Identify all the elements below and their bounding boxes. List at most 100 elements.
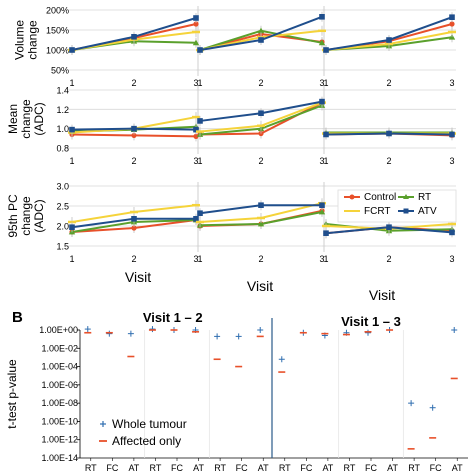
x-tick-label: FC [106, 463, 118, 473]
x-tick-label: 3 [193, 156, 198, 166]
y-tick-label: 150% [46, 26, 69, 36]
y-tick-label: 1.5 [56, 242, 69, 252]
x-tick-label: 2 [258, 254, 263, 264]
legend-box [337, 189, 457, 223]
x-tick-label: RT [85, 463, 97, 473]
x-tick-label: 1 [197, 254, 202, 264]
y-axis-label: (ADC) [32, 199, 46, 232]
y-tick-label: 1.00E-02 [41, 343, 78, 353]
panel-label-b: B [12, 309, 23, 326]
x-tick-label: FC [365, 463, 377, 473]
x-axis-label: Visit [369, 287, 395, 303]
y-tick-label: 1.00E+00 [39, 325, 78, 335]
y-axis-label: 95th PC [6, 194, 20, 238]
data-point-atv [449, 131, 455, 138]
y-axis-label: Mean [6, 104, 20, 134]
data-point-rt [257, 220, 265, 227]
x-tick-label: 3 [449, 78, 454, 88]
data-point-atv [197, 118, 203, 124]
data-point-atv [258, 202, 264, 208]
y-axis-label: change [26, 20, 40, 60]
data-point-atv [131, 34, 137, 40]
data-point-atv [323, 131, 329, 138]
legend-marker [349, 194, 355, 200]
y-tick-label: 1.00E-06 [41, 380, 78, 390]
y-tick-label: 3.0 [56, 182, 69, 192]
x-tick-label: AT [258, 463, 269, 473]
legend-label-affected-only: Affected only [112, 434, 181, 448]
x-tick-label: 1 [69, 156, 74, 166]
data-point-atv [449, 14, 455, 20]
y-tick-label: 1.0 [56, 124, 69, 134]
x-tick-label: RT [408, 463, 420, 473]
data-point-atv [319, 98, 325, 105]
x-axis-label: Visit [247, 278, 273, 294]
data-point-atv [197, 47, 203, 53]
data-point-atv [258, 110, 264, 116]
x-tick-label: 3 [319, 254, 324, 264]
legend-label-control: Control [364, 192, 396, 203]
data-point-atv [193, 216, 199, 222]
y-tick-label: 1.00E-12 [41, 435, 78, 445]
data-point-atv [386, 224, 392, 230]
y-tick-label: 2.0 [56, 222, 69, 232]
data-point-atv [197, 210, 203, 216]
data-point-atv [193, 126, 199, 133]
data-point-rt [192, 39, 200, 46]
data-point-control [449, 21, 455, 27]
data-point-atv [386, 130, 392, 137]
x-tick-label: FC [300, 463, 312, 473]
data-point-control [131, 225, 137, 231]
data-point-atv [323, 47, 329, 53]
data-point-atv [319, 14, 325, 20]
x-tick-label: AT [322, 463, 333, 473]
x-axis-label: Visit [125, 269, 151, 285]
y-axis-label: (ADC) [32, 102, 46, 135]
x-tick-label: 2 [386, 78, 391, 88]
y-axis-label: change [19, 99, 33, 139]
x-tick-label: 1 [69, 78, 74, 88]
x-tick-label: 3 [319, 156, 324, 166]
x-tick-label: 2 [386, 254, 391, 264]
legend-label-atv: ATV [418, 206, 437, 217]
data-point-atv [193, 15, 199, 21]
group-title-visit-1-3: Visit 1 – 3 [341, 314, 401, 329]
data-point-control [193, 21, 199, 27]
y-tick-label: 1.00E-10 [41, 416, 78, 426]
data-point-atv [386, 37, 392, 43]
x-tick-label: 2 [258, 156, 263, 166]
group-title-visit-1-2: Visit 1 – 2 [143, 310, 203, 325]
y-tick-label: 1.00E-14 [41, 453, 78, 463]
data-point-control [131, 132, 137, 139]
data-point-atv [449, 229, 455, 236]
y-tick-label: 0.8 [56, 144, 69, 154]
x-tick-label: 1 [323, 156, 328, 166]
y-tick-label: 200% [46, 6, 69, 16]
data-point-control [193, 133, 199, 139]
x-tick-label: RT [150, 463, 162, 473]
data-point-atv [69, 126, 75, 133]
x-tick-label: AT [452, 463, 463, 473]
y-tick-label: 100% [46, 46, 69, 56]
y-tick-label: 1.00E-04 [41, 362, 78, 372]
legend-label-rt: RT [418, 192, 431, 203]
y-tick-label: 50% [51, 66, 69, 76]
legend-label-fcrt: FCRT [364, 206, 390, 217]
legend-marker [403, 208, 409, 214]
x-tick-label: FC [171, 463, 183, 473]
x-tick-label: 1 [323, 254, 328, 264]
x-tick-label: 1 [197, 156, 202, 166]
x-tick-label: 2 [131, 254, 136, 264]
x-tick-label: 1 [69, 254, 74, 264]
x-tick-label: 3 [193, 254, 198, 264]
data-point-rt [318, 39, 326, 46]
x-tick-label: 2 [131, 156, 136, 166]
x-tick-label: 2 [386, 156, 391, 166]
x-tick-label: FC [236, 463, 248, 473]
legend-label-whole-tumour: Whole tumour [112, 417, 187, 431]
x-tick-label: RT [279, 463, 291, 473]
data-point-atv [131, 125, 137, 132]
legend-marker [403, 194, 409, 199]
data-point-atv [69, 47, 75, 53]
